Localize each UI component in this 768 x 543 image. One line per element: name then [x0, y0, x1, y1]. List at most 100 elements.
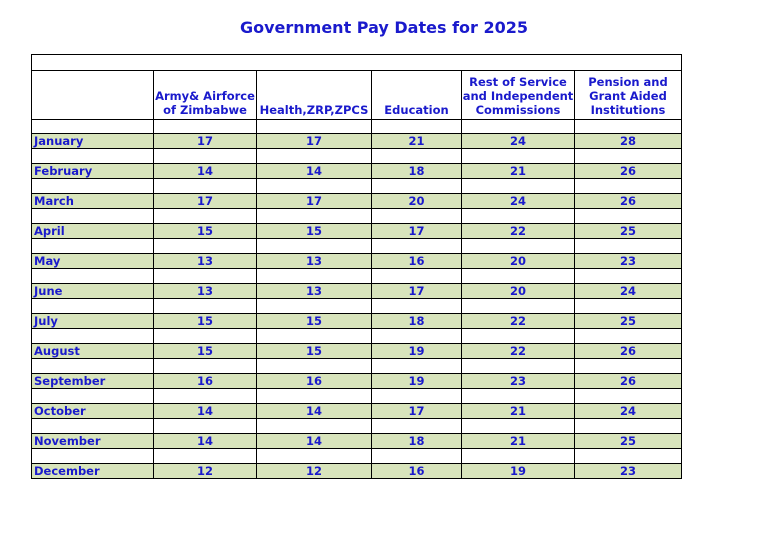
pension-pay-date-cell: 24 [574, 283, 682, 299]
spacer-cell [574, 418, 682, 434]
month-cell: March [31, 193, 154, 209]
pension-pay-date-cell: 23 [574, 463, 682, 479]
spacer-cell [461, 238, 575, 254]
spacer-row [31, 208, 682, 224]
health-pay-date-cell: 13 [256, 283, 372, 299]
spacer-row [31, 238, 682, 254]
education-pay-date-cell: 20 [371, 193, 462, 209]
spacer-cell [371, 238, 462, 254]
spacer-cell [153, 208, 257, 224]
spacer-cell [256, 119, 372, 134]
table-row: May 13 13 16 20 23 [31, 253, 682, 269]
spacer-cell [31, 448, 154, 464]
month-cell: October [31, 403, 154, 419]
pension-pay-date-cell: 25 [574, 313, 682, 329]
spacer-row [31, 388, 682, 404]
table-row: June 13 13 17 20 24 [31, 283, 682, 299]
spacer-row [31, 448, 682, 464]
spacer-cell [371, 268, 462, 284]
month-cell: April [31, 223, 154, 239]
header-corner [31, 70, 154, 120]
table-row: February 14 14 18 21 26 [31, 163, 682, 179]
health-pay-date-cell: 15 [256, 343, 372, 359]
table-row: March 17 17 20 24 26 [31, 193, 682, 209]
month-cell: July [31, 313, 154, 329]
spacer-cell [461, 119, 575, 134]
spacer-cell [31, 238, 154, 254]
spacer-cell [574, 328, 682, 344]
army-pay-date-cell: 14 [153, 403, 257, 419]
month-cell: May [31, 253, 154, 269]
spacer-cell [371, 418, 462, 434]
table-row: April 15 15 17 22 25 [31, 223, 682, 239]
spacer-cell [574, 148, 682, 164]
pension-pay-date-cell: 26 [574, 163, 682, 179]
spacer-cell [574, 298, 682, 314]
header-row: Army& Airforce of Zimbabwe Health,ZRP,ZP… [31, 70, 682, 120]
header-education: Education [371, 70, 462, 120]
education-pay-date-cell: 17 [371, 403, 462, 419]
spacer-cell [371, 119, 462, 134]
spacer-cell [371, 448, 462, 464]
spacer-cell [461, 148, 575, 164]
pension-pay-date-cell: 28 [574, 133, 682, 149]
army-pay-date-cell: 15 [153, 313, 257, 329]
month-cell: June [31, 283, 154, 299]
spacer-cell [31, 119, 154, 134]
army-pay-date-cell: 15 [153, 343, 257, 359]
health-pay-date-cell: 17 [256, 193, 372, 209]
header-army: Army& Airforce of Zimbabwe [153, 70, 257, 120]
spacer-cell [31, 418, 154, 434]
education-pay-date-cell: 17 [371, 223, 462, 239]
pension-pay-date-cell: 26 [574, 193, 682, 209]
spacer-cell [31, 388, 154, 404]
spacer-cell [31, 178, 154, 194]
spacer-cell [256, 448, 372, 464]
spacer-cell [574, 208, 682, 224]
spacer-row [31, 358, 682, 374]
spacer-cell [256, 298, 372, 314]
spacer-cell [461, 178, 575, 194]
table-row: September 16 16 19 23 26 [31, 373, 682, 389]
spacer-row [31, 328, 682, 344]
army-pay-date-cell: 16 [153, 373, 257, 389]
spacer-row [31, 298, 682, 314]
top-bar-cell [31, 54, 682, 71]
spacer-row [31, 268, 682, 284]
spacer-cell [31, 328, 154, 344]
education-pay-date-cell: 19 [371, 343, 462, 359]
rest-pay-date-cell: 22 [461, 313, 575, 329]
education-pay-date-cell: 19 [371, 373, 462, 389]
spacer-cell [574, 178, 682, 194]
spacer-cell [256, 328, 372, 344]
spacer-cell [371, 388, 462, 404]
education-pay-date-cell: 17 [371, 283, 462, 299]
spacer-row [31, 148, 682, 164]
rest-pay-date-cell: 20 [461, 253, 575, 269]
health-pay-date-cell: 15 [256, 313, 372, 329]
spacer-cell [461, 388, 575, 404]
spacer-cell [371, 328, 462, 344]
spacer-cell [574, 238, 682, 254]
spacer-cell [256, 178, 372, 194]
health-pay-date-cell: 15 [256, 223, 372, 239]
spacer-cell [31, 298, 154, 314]
health-pay-date-cell: 16 [256, 373, 372, 389]
education-pay-date-cell: 18 [371, 433, 462, 449]
spacer-cell [256, 388, 372, 404]
spacer-cell [256, 208, 372, 224]
spacer-cell [256, 238, 372, 254]
spacer-cell [31, 208, 154, 224]
spacer-cell [153, 119, 257, 134]
spacer-cell [153, 358, 257, 374]
education-pay-date-cell: 18 [371, 163, 462, 179]
month-cell: September [31, 373, 154, 389]
table-row: July 15 15 18 22 25 [31, 313, 682, 329]
spacer-cell [574, 268, 682, 284]
spacer-cell [153, 448, 257, 464]
spacer-cell [371, 178, 462, 194]
page-title: Government Pay Dates for 2025 [239, 18, 529, 37]
pension-pay-date-cell: 26 [574, 373, 682, 389]
pension-pay-date-cell: 24 [574, 403, 682, 419]
spacer-cell [256, 148, 372, 164]
